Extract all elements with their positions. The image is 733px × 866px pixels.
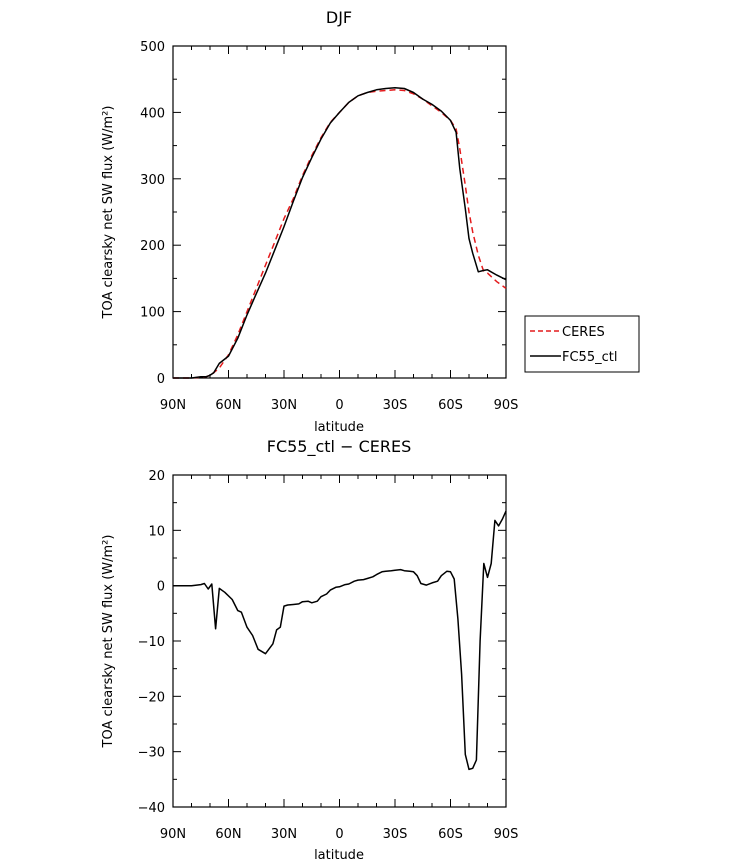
legend-box	[524, 315, 640, 373]
bottom-y-tick-label: 10	[148, 524, 165, 539]
top-x-tick-labels: 90N 60N 30N 0 30S 60S 90S	[160, 398, 519, 413]
bottom-x-tick-label: 60N	[215, 827, 241, 842]
top-y-tick-labels: 0 100 200 300 400 500	[140, 40, 165, 387]
top-series-fc55-ctl-line	[173, 87, 507, 379]
bottom-y-axis-label: TOA clearsky net SW flux (W/m²)	[101, 535, 116, 749]
top-plot-frame	[172, 45, 507, 379]
top-y-axis-label: TOA clearsky net SW flux (W/m²)	[101, 106, 116, 320]
top-ticks	[172, 45, 507, 379]
top-series	[173, 87, 507, 379]
legend: CERES FC55_ctl	[524, 315, 640, 373]
top-y-tick-label: 200	[140, 239, 165, 254]
bottom-y-tick-label: 0	[157, 580, 165, 595]
bottom-y-tick-label: −30	[138, 746, 165, 761]
top-panel: DJF 90N 60N 30N 0 30S 60S 90S 0 100 200 300 400 500…	[101, 8, 518, 435]
top-y-tick-label: 300	[140, 173, 165, 188]
bottom-y-tick-label: 20	[148, 469, 165, 484]
top-x-tick-label: 60N	[215, 398, 241, 413]
bottom-panel: FC55_ctl − CERES 90N 60N 30N 0 30S 60S 90S −40…	[101, 437, 518, 863]
bottom-series	[173, 510, 507, 771]
bottom-y-tick-label: −10	[138, 635, 165, 650]
top-x-tick-label: 30N	[271, 398, 297, 413]
bottom-x-tick-labels: 90N 60N 30N 0 30S 60S 90S	[160, 827, 519, 842]
bottom-x-axis-label: latitude	[314, 848, 364, 863]
top-chart-title: DJF	[326, 8, 352, 27]
top-x-tick-label: 60S	[438, 398, 463, 413]
bottom-x-tick-label: 90S	[494, 827, 519, 842]
bottom-x-tick-label: 0	[335, 827, 343, 842]
bottom-ticks	[172, 474, 507, 808]
bottom-chart-title: FC55_ctl − CERES	[267, 437, 412, 457]
top-y-tick-label: 500	[140, 40, 165, 55]
top-x-tick-label: 90S	[494, 398, 519, 413]
bottom-plot-frame	[172, 474, 507, 808]
legend-model-label: FC55_ctl	[562, 350, 617, 365]
bottom-y-tick-labels: −40 −30 −20 −10 0 10 20	[138, 469, 165, 816]
bottom-x-tick-label: 60S	[438, 827, 463, 842]
bottom-series-difference-line	[173, 510, 507, 771]
top-y-tick-label: 100	[140, 306, 165, 321]
top-x-axis-label: latitude	[314, 420, 364, 435]
bottom-y-tick-label: −40	[138, 801, 165, 816]
bottom-x-tick-label: 30S	[383, 827, 408, 842]
bottom-x-tick-label: 90N	[160, 827, 186, 842]
legend-ceres-label: CERES	[562, 325, 605, 340]
top-y-tick-label: 0	[157, 372, 165, 387]
top-y-tick-label: 400	[140, 106, 165, 121]
top-x-tick-label: 90N	[160, 398, 186, 413]
top-x-tick-label: 0	[335, 398, 343, 413]
bottom-x-tick-label: 30N	[271, 827, 297, 842]
top-x-tick-label: 30S	[383, 398, 408, 413]
bottom-y-tick-label: −20	[138, 690, 165, 705]
